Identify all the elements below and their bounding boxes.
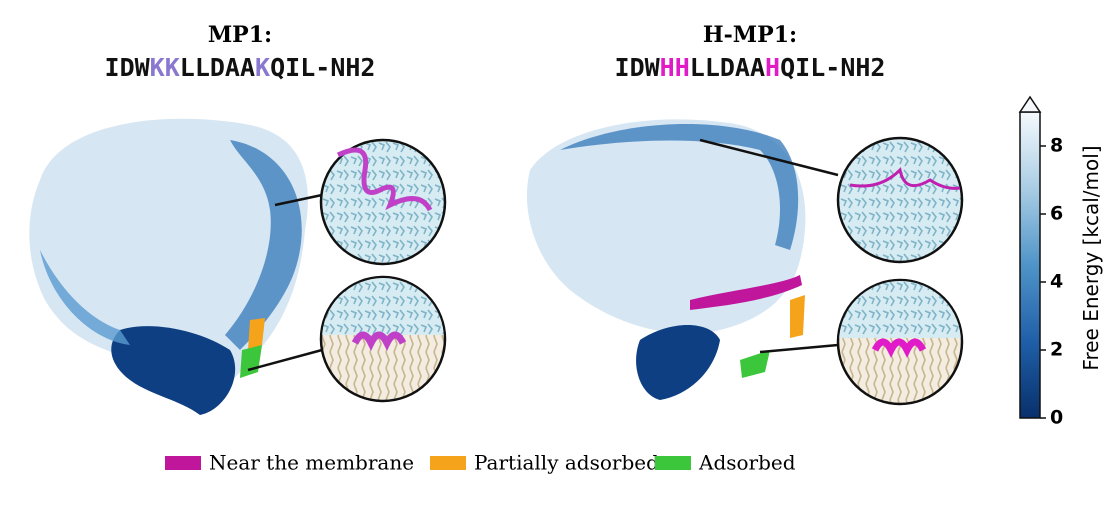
legend-swatch — [655, 456, 691, 470]
sequence-segment: QIL-NH2 — [270, 53, 375, 82]
sequence-segment: H — [765, 53, 780, 82]
colorbar-extend — [1018, 95, 1042, 113]
panel-title: H-MP1: — [703, 22, 797, 48]
colorbar-tick-label: 0 — [1050, 407, 1063, 429]
colorbar — [1019, 111, 1041, 419]
sequence-segment: LLDAA — [180, 53, 255, 82]
sequence-segment: IDW — [615, 53, 661, 82]
sequence-segment: IDW — [105, 53, 151, 82]
colorbar-tick-label: 6 — [1050, 203, 1063, 225]
sequence-segment: HH — [660, 53, 690, 82]
sequence: IDWHHLLDAAHQIL-NH2 — [615, 53, 886, 82]
legend-swatch — [430, 456, 466, 470]
colorbar-tick-label: 4 — [1050, 271, 1063, 293]
panel-title: MP1: — [208, 22, 272, 48]
legend-label: Adsorbed — [698, 451, 796, 475]
sequence-segment: LLDAA — [690, 53, 765, 82]
sequence-segment: K — [255, 53, 270, 82]
colorbar-tick-label: 8 — [1050, 135, 1063, 157]
sequence-segment: KK — [150, 53, 180, 82]
legend-swatch — [165, 456, 201, 470]
sequence-segment: QIL-NH2 — [780, 53, 885, 82]
legend-label: Partially adsorbed — [474, 451, 659, 475]
legend-label: Near the membrane — [209, 451, 414, 475]
scatter-clouds — [29, 118, 806, 415]
sequence: IDWKKLLDAAKQIL-NH2 — [105, 53, 376, 82]
colorbar-tick-label: 2 — [1050, 339, 1063, 361]
insets — [247, 136, 964, 406]
colorbar-label: Free Energy [kcal/mol] — [1079, 145, 1103, 370]
